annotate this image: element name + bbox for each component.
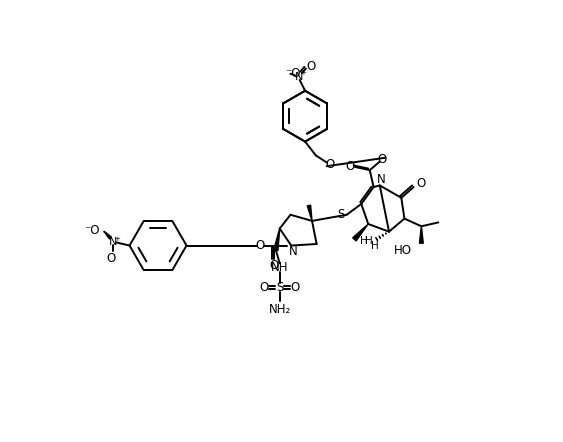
- Text: NH: NH: [271, 261, 288, 274]
- Text: S: S: [338, 208, 345, 221]
- Text: N: N: [377, 173, 386, 186]
- Text: O: O: [260, 281, 269, 293]
- Text: ⁻O: ⁻O: [84, 225, 100, 237]
- Text: O: O: [256, 239, 265, 252]
- Text: N: N: [295, 72, 303, 82]
- Text: O: O: [345, 160, 354, 173]
- Text: O: O: [291, 281, 300, 293]
- Text: O: O: [307, 60, 316, 72]
- Text: N: N: [289, 245, 298, 258]
- Text: H: H: [360, 236, 368, 246]
- Text: O: O: [416, 177, 425, 191]
- Polygon shape: [274, 229, 280, 251]
- Text: O: O: [325, 158, 334, 171]
- Text: NH₂: NH₂: [269, 303, 291, 316]
- Text: +: +: [301, 70, 306, 76]
- Text: O: O: [377, 153, 387, 166]
- Text: HO: HO: [394, 244, 412, 257]
- Polygon shape: [352, 224, 368, 241]
- Text: O: O: [106, 252, 115, 265]
- Text: N: N: [109, 236, 117, 247]
- Polygon shape: [307, 205, 312, 221]
- Text: H: H: [365, 236, 373, 246]
- Text: ⁻O: ⁻O: [285, 67, 301, 80]
- Text: +: +: [114, 236, 120, 242]
- Text: S: S: [276, 281, 283, 293]
- Polygon shape: [419, 226, 423, 243]
- Text: H: H: [371, 240, 379, 251]
- Text: O: O: [270, 259, 279, 272]
